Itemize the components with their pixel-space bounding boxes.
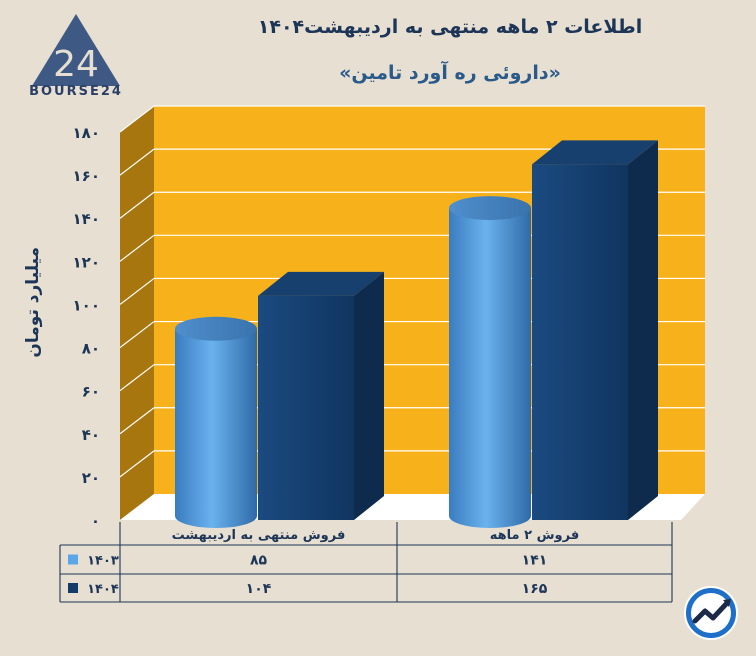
- gridline-side: [119, 105, 155, 133]
- legend-swatch: [68, 554, 78, 565]
- bar-cylinder: [449, 196, 531, 528]
- y-tick-label: ۱۰۰: [73, 296, 100, 314]
- bar-box-top: [258, 271, 384, 296]
- gridline-side: [119, 234, 155, 262]
- bar-cylinder: [175, 316, 257, 528]
- legend-swatch: [68, 583, 78, 593]
- gridline-side: [119, 191, 155, 219]
- trend-chart-icon: [684, 586, 738, 640]
- y-tick-label: ۲۰: [82, 469, 100, 487]
- category-label: فروش ۲ ماهه: [490, 528, 579, 543]
- chart-title: اطلاعات ۲ ماهه منتهی به اردیبهشت۱۴۰۴: [257, 16, 643, 38]
- gridline-side: [119, 364, 155, 392]
- y-tick-label: ۴۰: [82, 426, 100, 444]
- category-label: فروش منتهی به اردیبهشت: [172, 528, 346, 543]
- y-tick-label: ۱۸۰: [73, 124, 100, 142]
- data-label: ۱۶۵: [522, 581, 548, 597]
- bourse24-logo: 24: [32, 14, 120, 86]
- bar-box-side: [354, 271, 384, 520]
- y-tick-label: ۱۶۰: [73, 167, 100, 185]
- gridline-side: [119, 321, 155, 349]
- y-tick-label: ۱۴۰: [73, 210, 100, 228]
- gridline-side: [119, 450, 155, 478]
- bar-box: [532, 140, 658, 521]
- bar-cylinder-top: [175, 316, 257, 341]
- data-label: ۱۴۱: [522, 553, 548, 569]
- logo-text: BOURSE24: [29, 84, 123, 99]
- bar-cylinder-body: [175, 328, 257, 528]
- y-tick-label: ۸۰: [82, 340, 100, 358]
- data-label: ۸۵: [250, 553, 268, 569]
- gridline-side: [119, 407, 155, 435]
- gridline-side: [119, 277, 155, 305]
- bar-box-side: [628, 140, 658, 521]
- legend-label: ۱۴۰۳: [87, 554, 119, 569]
- legend-label: ۱۴۰۴: [87, 582, 119, 597]
- bar-box-front: [532, 164, 628, 521]
- y-axis-label: میلیارد تومان: [23, 247, 43, 358]
- y-tick-label: ۱۲۰: [73, 253, 100, 271]
- data-label: ۱۰۴: [246, 581, 272, 597]
- gridline-side: [119, 148, 155, 176]
- chart-subtitle: «داروئی ره آورد تامین»: [339, 62, 561, 84]
- plot-side-wall: [120, 106, 154, 520]
- bar-cylinder-top: [449, 196, 531, 221]
- logo-mark: 24: [53, 44, 99, 85]
- y-tick-label: ۶۰: [82, 383, 100, 401]
- bar-box-top: [532, 140, 658, 165]
- bar-box: [258, 271, 384, 520]
- y-tick-label: ۰: [91, 512, 100, 530]
- bar-box-front: [258, 295, 354, 520]
- bar-cylinder-body: [449, 208, 531, 528]
